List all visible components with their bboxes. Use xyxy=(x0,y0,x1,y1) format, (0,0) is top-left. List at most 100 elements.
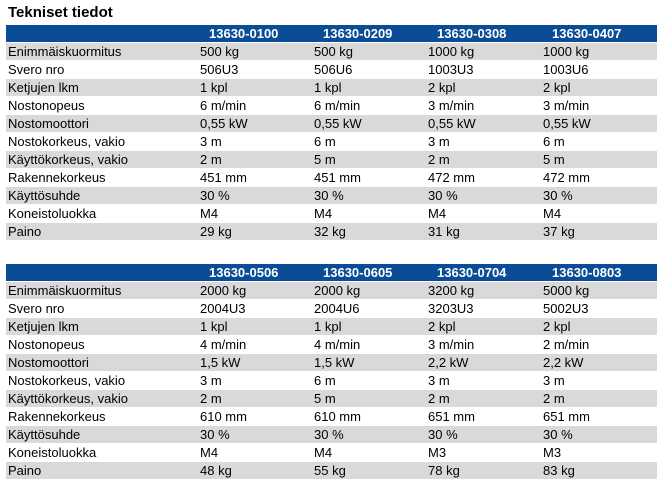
table-cell: 1003U6 xyxy=(541,60,657,79)
table-cell: 6 m xyxy=(312,132,426,151)
table-row: Paino 48 kg 55 kg 78 kg 83 kg xyxy=(6,461,657,479)
table-cell: 5000 kg xyxy=(541,281,657,300)
model-header: 13630-0209 xyxy=(312,24,426,43)
row-label: Rakennekorkeus xyxy=(6,168,198,187)
table-cell: 30 % xyxy=(198,425,312,444)
table-cell: 0,55 kW xyxy=(312,114,426,133)
table-cell: 48 kg xyxy=(198,461,312,479)
table-cell: 2 kpl xyxy=(541,317,657,336)
table-cell: 451 mm xyxy=(198,168,312,187)
table-cell: 4 m/min xyxy=(198,335,312,354)
table-cell: 37 kg xyxy=(541,222,657,240)
table-cell: 0,55 kW xyxy=(426,114,541,133)
table-cell: M4 xyxy=(198,204,312,223)
table-row: Ketjujen lkm 1 kpl 1 kpl 2 kpl 2 kpl xyxy=(6,78,657,97)
model-header: 13630-0704 xyxy=(426,263,541,282)
row-label: Paino xyxy=(6,461,198,479)
table-cell: 5 m xyxy=(312,389,426,408)
model-header: 13630-0407 xyxy=(541,24,657,43)
table-cell: 3203U3 xyxy=(426,299,541,318)
table-cell: 30 % xyxy=(541,186,657,205)
table-cell: 500 kg xyxy=(198,42,312,61)
table-row: Paino 29 kg 32 kg 31 kg 37 kg xyxy=(6,222,657,240)
spec-table-1: 13630-0100 13630-0209 13630-0308 13630-0407… xyxy=(6,24,657,240)
row-label: Ketjujen lkm xyxy=(6,317,198,336)
table-cell: M4 xyxy=(198,443,312,462)
table-cell: M3 xyxy=(426,443,541,462)
header-row: 13630-0100 13630-0209 13630-0308 13630-0407 xyxy=(6,24,657,43)
table-cell: 2 m xyxy=(541,389,657,408)
row-label: Nostokorkeus, vakio xyxy=(6,371,198,390)
table-cell: 30 % xyxy=(312,186,426,205)
model-header: 13630-0605 xyxy=(312,263,426,282)
row-label: Rakennekorkeus xyxy=(6,407,198,426)
table-cell: 506U6 xyxy=(312,60,426,79)
row-label: Käyttökorkeus, vakio xyxy=(6,389,198,408)
table-cell: 1 kpl xyxy=(198,78,312,97)
row-label: Käyttökorkeus, vakio xyxy=(6,150,198,169)
table-cell: 6 m/min xyxy=(312,96,426,115)
row-label: Svero nro xyxy=(6,60,198,79)
table-cell: 1 kpl xyxy=(198,317,312,336)
row-label: Nostomoottori xyxy=(6,114,198,133)
table-cell: 2 m xyxy=(198,150,312,169)
table-cell: 1000 kg xyxy=(426,42,541,61)
table-cell: 3 m xyxy=(198,371,312,390)
table-cell: 2 kpl xyxy=(426,317,541,336)
table-row: Käyttösuhde 30 % 30 % 30 % 30 % xyxy=(6,425,657,444)
row-label: Käyttösuhde xyxy=(6,186,198,205)
row-label: Enimmäiskuormitus xyxy=(6,281,198,300)
table-cell: M4 xyxy=(312,204,426,223)
table-cell: 5 m xyxy=(312,150,426,169)
table-row: Koneistoluokka M4 M4 M3 M3 xyxy=(6,443,657,462)
table-cell: 472 mm xyxy=(426,168,541,187)
table-cell: 29 kg xyxy=(198,222,312,240)
table-cell: 500 kg xyxy=(312,42,426,61)
table-cell: 1,5 kW xyxy=(198,353,312,372)
table-cell: M4 xyxy=(541,204,657,223)
table-cell: 6 m/min xyxy=(198,96,312,115)
row-label: Koneistoluokka xyxy=(6,443,198,462)
row-label: Nostomoottori xyxy=(6,353,198,372)
table-cell: 32 kg xyxy=(312,222,426,240)
table-cell: 3 m xyxy=(541,371,657,390)
table-cell: 6 m xyxy=(312,371,426,390)
row-label: Nostokorkeus, vakio xyxy=(6,132,198,151)
table-row: Rakennekorkeus 610 mm 610 mm 651 mm 651 mm xyxy=(6,407,657,426)
table-cell: 2004U6 xyxy=(312,299,426,318)
table-row: Koneistoluokka M4 M4 M4 M4 xyxy=(6,204,657,223)
row-label: Enimmäiskuormitus xyxy=(6,42,198,61)
table-cell: 2 m xyxy=(426,389,541,408)
model-header: 13630-0506 xyxy=(198,263,312,282)
table-cell: 0,55 kW xyxy=(198,114,312,133)
table-row: Svero nro 2004U3 2004U6 3203U3 5002U3 xyxy=(6,299,657,318)
table-row: Käyttösuhde 30 % 30 % 30 % 30 % xyxy=(6,186,657,205)
spec-table-2: 13630-0506 13630-0605 13630-0704 13630-0803… xyxy=(6,263,657,479)
table-cell: M3 xyxy=(541,443,657,462)
row-label: Paino xyxy=(6,222,198,240)
table-cell: 30 % xyxy=(541,425,657,444)
table-cell: 30 % xyxy=(426,425,541,444)
table-cell: 506U3 xyxy=(198,60,312,79)
table-cell: 78 kg xyxy=(426,461,541,479)
table-cell: 651 mm xyxy=(426,407,541,426)
table-row: Rakennekorkeus 451 mm 451 mm 472 mm 472 mm xyxy=(6,168,657,187)
table-cell: 1,5 kW xyxy=(312,353,426,372)
table-cell: 3 m xyxy=(426,371,541,390)
table-cell: 30 % xyxy=(198,186,312,205)
table-cell: 2 m xyxy=(426,150,541,169)
table-cell: 30 % xyxy=(312,425,426,444)
table-cell: 3 m/min xyxy=(426,96,541,115)
table-cell: 1 kpl xyxy=(312,317,426,336)
table-cell: 4 m/min xyxy=(312,335,426,354)
table-row: Nostonopeus 6 m/min 6 m/min 3 m/min 3 m/min xyxy=(6,96,657,115)
table-cell: 2 m/min xyxy=(541,335,657,354)
table-row: Nostomoottori 0,55 kW 0,55 kW 0,55 kW 0,55 k… xyxy=(6,114,657,133)
table-cell: 1 kpl xyxy=(312,78,426,97)
table-cell: M4 xyxy=(426,204,541,223)
